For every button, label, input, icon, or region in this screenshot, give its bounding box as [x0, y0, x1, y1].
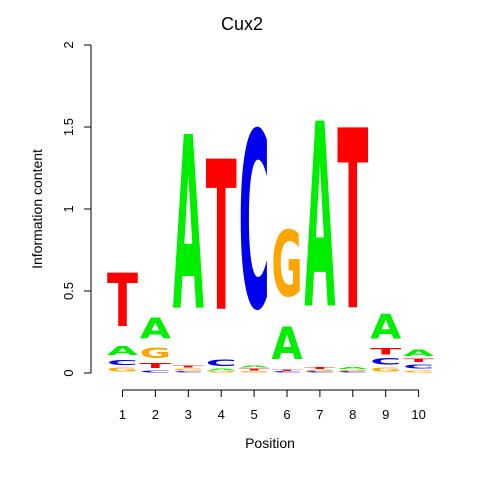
logo-letter-g: G [239, 371, 270, 373]
logo-letter-a: A [337, 366, 368, 369]
logo-letter-t: T [272, 370, 303, 372]
chart-title: Cux2 [221, 14, 263, 34]
logo-letter-a: A [206, 368, 237, 371]
x-tick-label: 5 [250, 407, 257, 422]
x-tick-label: 7 [316, 407, 323, 422]
logo-letter-g: G [304, 370, 335, 372]
x-tick-label: 10 [411, 407, 425, 422]
y-tick-label: 2 [61, 41, 76, 48]
logo-letter-c: C [140, 370, 171, 373]
logo-letter-t: T [140, 362, 171, 370]
logo-letter-a: A [370, 308, 401, 347]
x-tick-label: 8 [349, 407, 356, 422]
logo-letter-g: G [370, 367, 401, 373]
logo-letter-c: C [173, 371, 204, 373]
logo-letter-t: T [304, 366, 335, 369]
logo-letter-a: A [239, 365, 270, 368]
logo-letter-c: C [206, 359, 237, 369]
y-tick-label: 1 [61, 205, 76, 212]
logo-letter-c: C [304, 371, 335, 373]
logo-letter-a: A [272, 319, 303, 371]
x-axis-label: Position [245, 435, 295, 451]
y-tick-label: 0 [61, 369, 76, 376]
y-tick-label: 0.5 [61, 282, 76, 300]
logo-letter-c: C [272, 371, 303, 373]
logo-letter-c: C [370, 357, 401, 367]
x-tick-label: 9 [382, 407, 389, 422]
logo-letter-g: G [272, 214, 303, 318]
logo-letter-c: C [107, 359, 138, 367]
logo-letter-t: T [370, 347, 402, 357]
logo-letter-c: C [239, 82, 270, 365]
logo-letter-g: G [337, 370, 368, 372]
logo-letter-t: T [206, 120, 237, 359]
logo-letter-a: A [304, 69, 335, 365]
logo-letter-a: A [107, 344, 138, 359]
y-axis: 0 0.5 1 1.5 2 [61, 41, 92, 377]
y-tick-label: 1.5 [61, 118, 76, 136]
x-tick-label: 2 [152, 407, 159, 422]
logo-letter-a: A [403, 348, 435, 358]
x-axis: 1 2 3 4 5 6 7 8 9 10 [119, 389, 426, 422]
logo-letter-t: T [403, 358, 434, 363]
x-tick-label: 1 [119, 407, 126, 422]
logo-letter-t: T [107, 260, 138, 344]
logo-letter-g: G [173, 368, 204, 371]
logo-letter-t: T [239, 368, 270, 371]
logo-letter-c: C [403, 363, 434, 370]
logo-letter-c: C [337, 371, 368, 373]
logo-letter-t: T [173, 365, 204, 368]
y-axis-label: Information content [29, 149, 45, 269]
logo-letter-t: T [337, 78, 368, 366]
x-tick-label: 6 [283, 407, 290, 422]
logo-letter-g: G [107, 367, 138, 373]
logo-letter-g: G [206, 371, 237, 373]
logo-letter-g: G [140, 345, 171, 361]
x-tick-label: 4 [218, 407, 225, 422]
logo-letter-a: A [173, 87, 204, 365]
x-tick-label: 3 [185, 407, 192, 422]
logo-letter-a: A [140, 313, 171, 345]
logo-letter-g: G [403, 370, 434, 373]
